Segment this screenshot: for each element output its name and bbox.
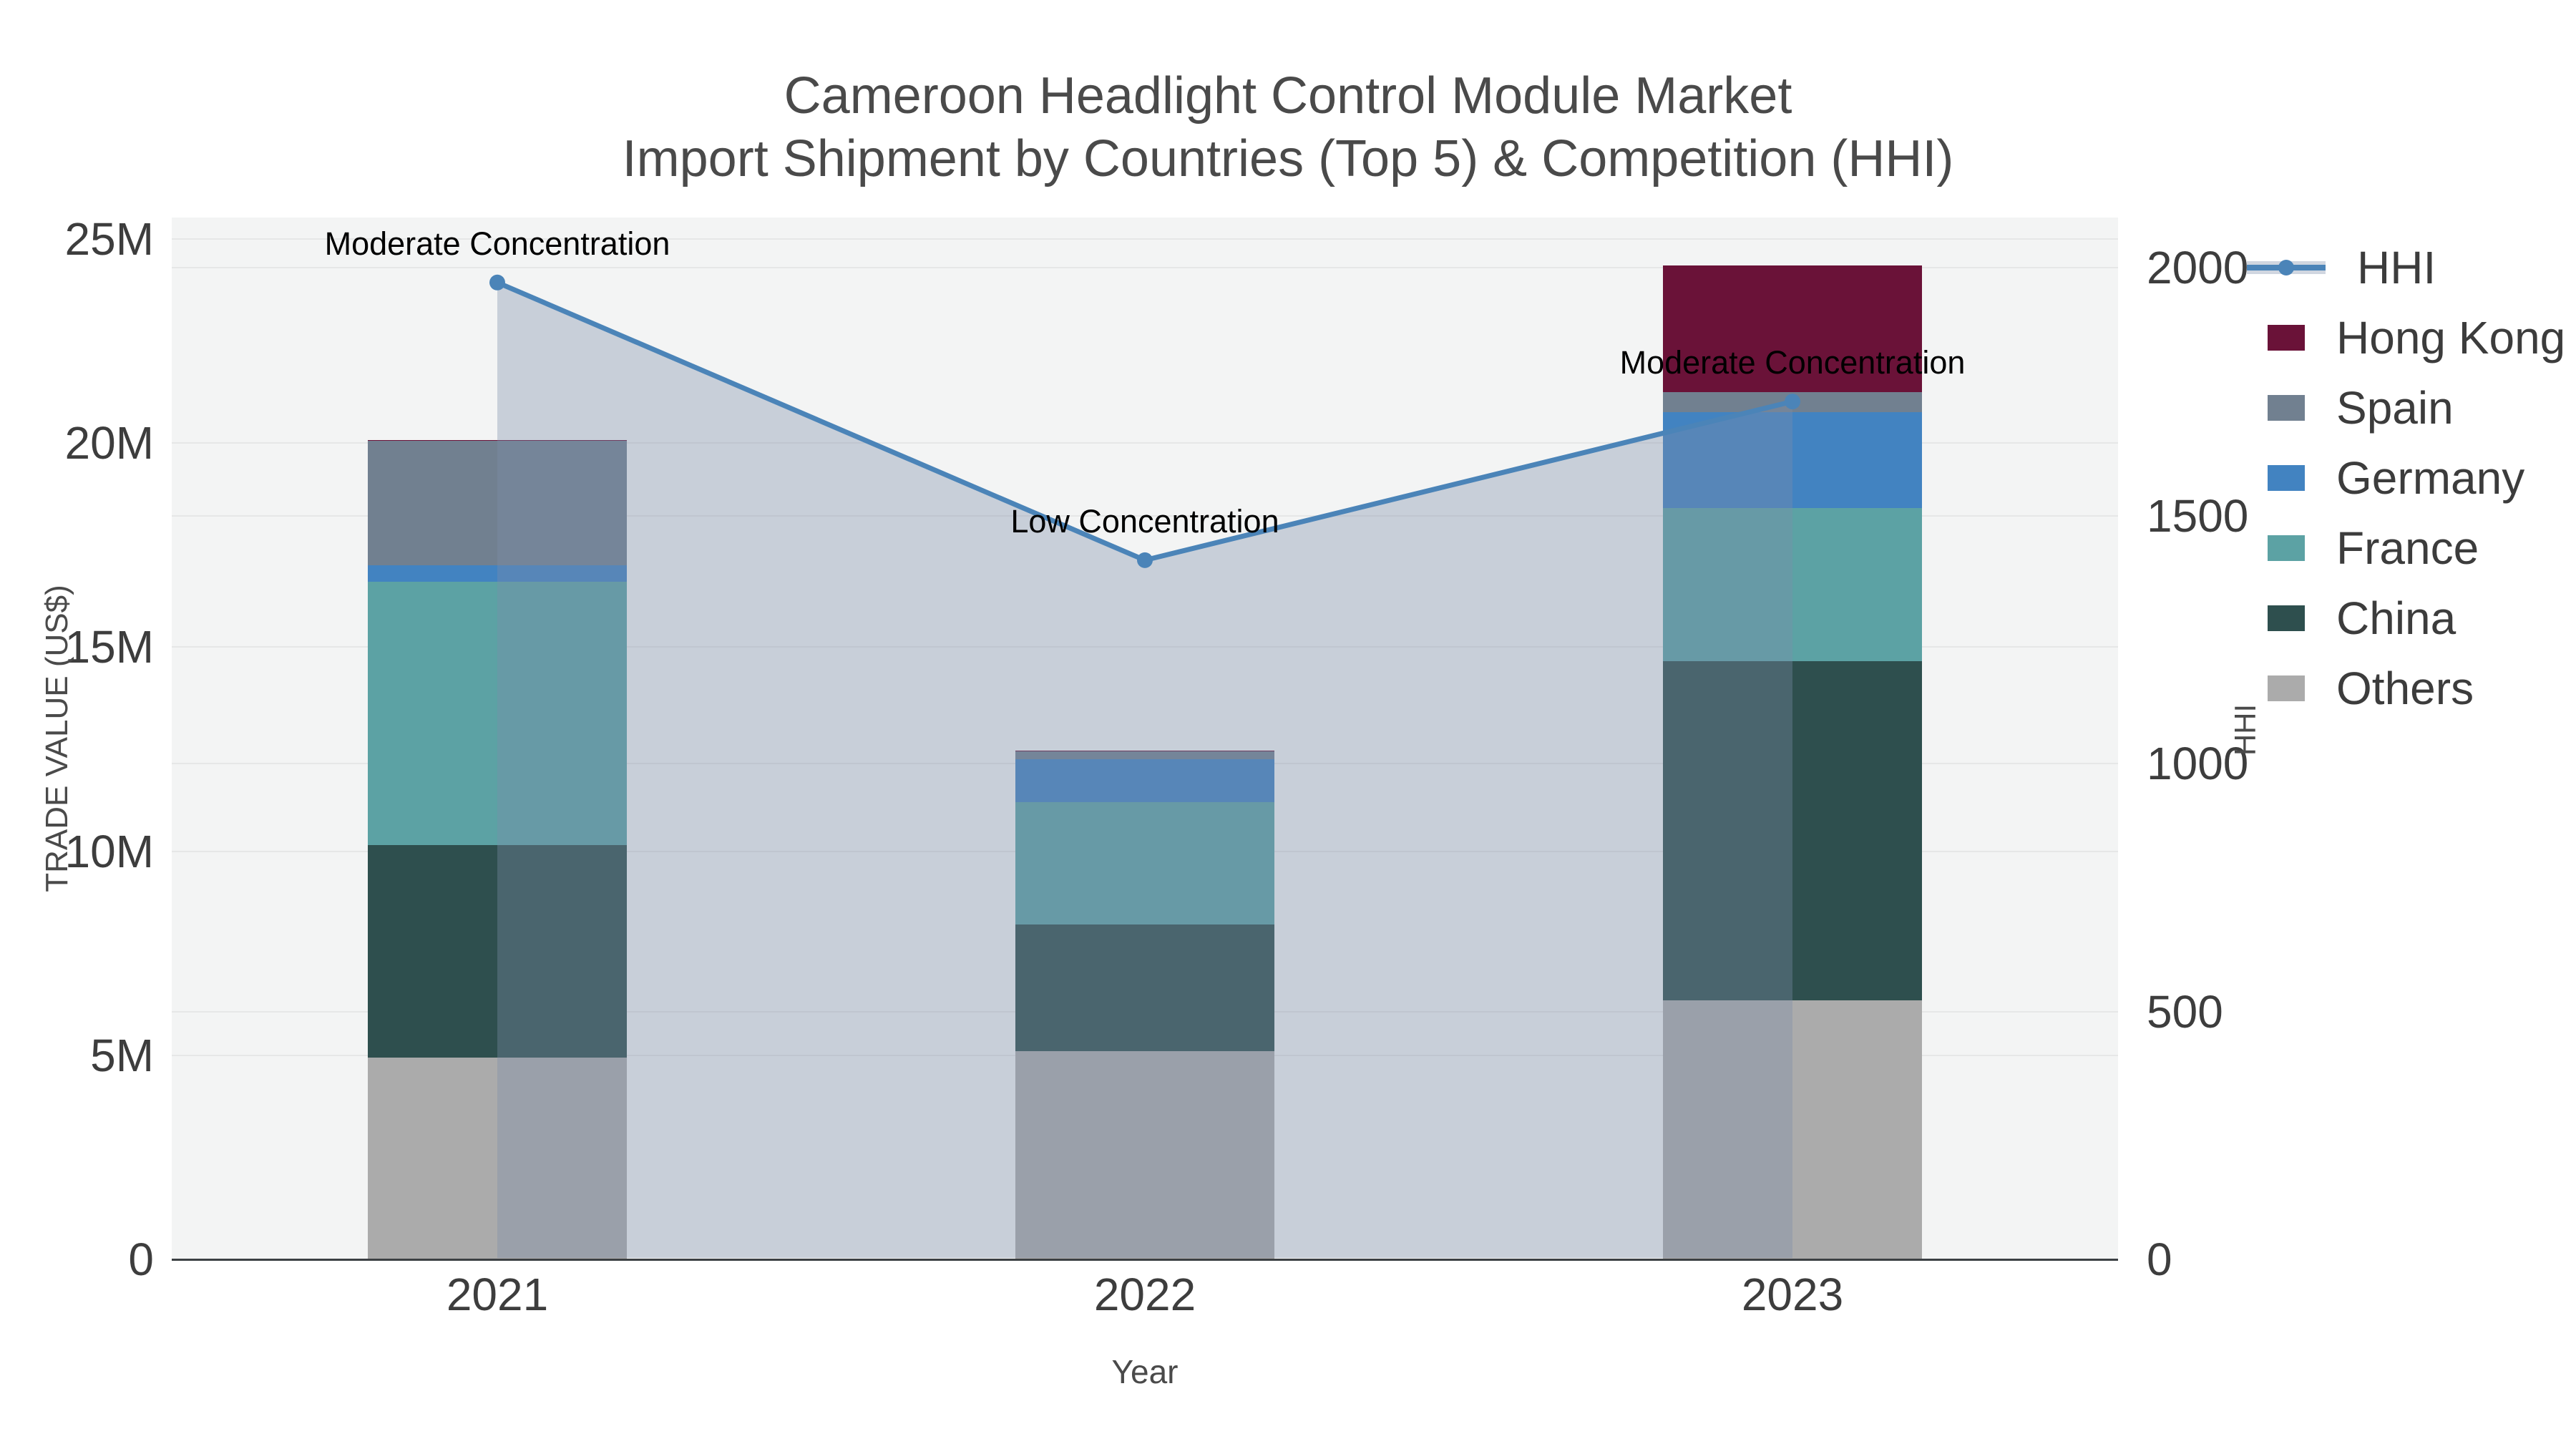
y-right-tick-500: 500 (2147, 985, 2223, 1038)
legend-label: Hong Kong (2336, 312, 2566, 364)
y-left-tick-15M: 15M (64, 621, 155, 673)
bar-segment-germany-2021 (368, 565, 627, 582)
bar-segment-france-2022 (1015, 802, 1274, 925)
bar-segment-china-2021 (368, 845, 627, 1058)
legend-label: Germany (2336, 452, 2525, 504)
y-left-tick-20M: 20M (64, 417, 155, 469)
annotation-1: Moderate Concentration (324, 225, 670, 262)
bar-segment-spain-2021 (368, 441, 627, 566)
bar-segment-others-2023 (1663, 1000, 1922, 1259)
y-right-tick-1500: 1500 (2147, 489, 2249, 542)
legend-item-spain[interactable]: Spain (2247, 379, 2454, 436)
bar-segment-germany-2022 (1015, 759, 1274, 803)
y-right-tick-0: 0 (2147, 1234, 2172, 1285)
bar-segment-china-2022 (1015, 924, 1274, 1052)
legend-swatch-france-icon (2268, 535, 2305, 561)
bar-segment-germany-2023 (1663, 412, 1922, 509)
x-tick-2021: 2021 (446, 1269, 549, 1320)
y-left-tick-0: 0 (128, 1234, 154, 1285)
legend-label: Spain (2336, 382, 2454, 434)
legend-swatch-germany-icon (2268, 465, 2305, 491)
legend-label: China (2336, 592, 2457, 644)
legend-swatch-hong-kong-icon (2268, 325, 2305, 351)
x-axis-title: Year (1111, 1353, 1179, 1390)
legend-item-hong-kong[interactable]: Hong Kong (2247, 309, 2565, 366)
x-tick-2023: 2023 (1741, 1269, 1844, 1320)
annotation-2: Low Concentration (1010, 502, 1279, 540)
x-axis-line (172, 1259, 2118, 1261)
chart-title-line2: Import Shipment by Countries (Top 5) & C… (622, 130, 1954, 187)
bar-segment-spain-2023 (1663, 391, 1922, 413)
legend-swatch-spain-icon (2268, 395, 2305, 421)
bar-segment-others-2021 (368, 1057, 627, 1259)
legend-item-china[interactable]: China (2247, 590, 2456, 647)
bar-segment-france-2023 (1663, 508, 1922, 662)
y-right-tick-1000: 1000 (2147, 738, 2249, 789)
x-tick-2022: 2022 (1093, 1269, 1196, 1320)
legend-label: HHI (2357, 242, 2436, 293)
y-axis-left-title: TRADE VALUE (US$) (39, 585, 74, 892)
chart-title-line1: Cameroon Headlight Control Module Market (784, 67, 1792, 125)
hhi-legend-sample-icon (2247, 255, 2326, 280)
bar-segment-china-2023 (1663, 661, 1922, 1000)
y-left-tick-10M: 10M (64, 825, 155, 877)
annotation-3: Moderate Concentration (1619, 344, 1966, 381)
legend-swatch-others-icon (2268, 675, 2305, 701)
legend-item-germany[interactable]: Germany (2247, 449, 2524, 507)
y-right-tick-2000: 2000 (2147, 242, 2249, 293)
bar-segment-france-2021 (368, 582, 627, 846)
legend-label: Others (2336, 663, 2474, 714)
gridline-left-25 (172, 238, 2118, 240)
legend-item-hhi[interactable]: HHI (2247, 239, 2436, 296)
legend-swatch-china-icon (2268, 605, 2305, 631)
bar-segment-hong-kong-2021 (368, 439, 627, 441)
y-left-tick-25M: 25M (64, 213, 155, 265)
gridline-left-15 (172, 646, 2118, 648)
bar-segment-others-2022 (1015, 1051, 1274, 1259)
legend-item-others[interactable]: Others (2247, 660, 2474, 717)
gridline-right-2000 (172, 267, 2118, 268)
legend-item-france[interactable]: France (2247, 519, 2479, 577)
hhi-legend-marker-icon (2278, 260, 2294, 275)
legend-label: France (2336, 522, 2479, 574)
bar-segment-spain-2022 (1015, 751, 1274, 760)
y-left-tick-5M: 5M (90, 1029, 154, 1081)
